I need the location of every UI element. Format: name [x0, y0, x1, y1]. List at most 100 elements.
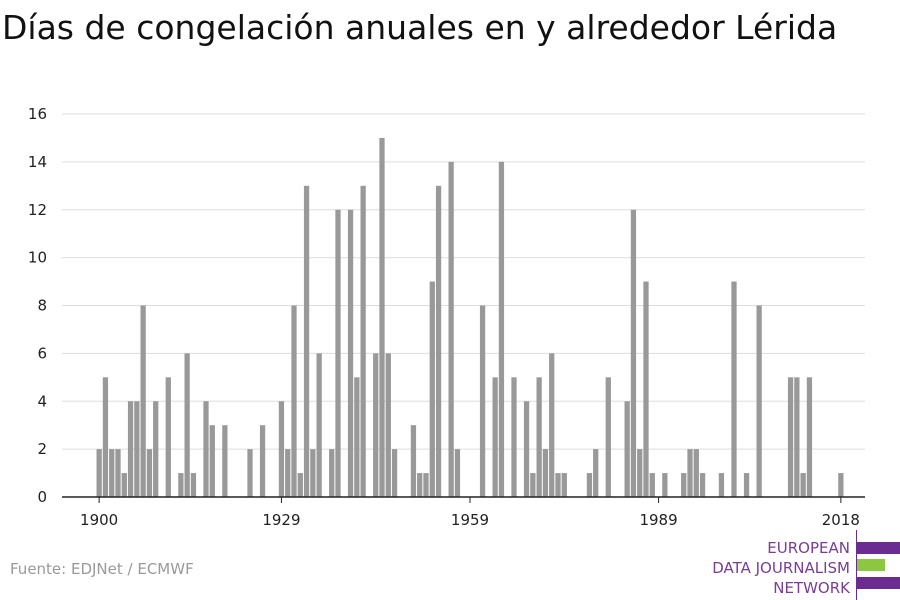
- tick-labels: 0 2 4 6 8 10 12 14 16 1900 1929 1959 1989 2018: [28, 105, 860, 529]
- logo-line-2: DATA JOURNALISM: [712, 559, 850, 577]
- bar-1952: [423, 473, 429, 497]
- logo-divider: [856, 530, 857, 600]
- bar-1953: [429, 281, 435, 497]
- bar-1917: [203, 401, 209, 497]
- bar-1986: [637, 449, 643, 497]
- bar-1945: [379, 137, 385, 497]
- bar-2018: [838, 473, 844, 497]
- bar-1937: [329, 449, 335, 497]
- chart-title: Días de congelación anuales en y alreded…: [2, 8, 838, 47]
- bar-1930: [285, 449, 291, 497]
- bar-1993: [681, 473, 687, 497]
- bar-1934: [310, 449, 316, 497]
- bar-1950: [410, 425, 417, 497]
- bar-1941: [354, 377, 360, 497]
- bar-1946: [385, 353, 391, 497]
- x-tick-label-1959: 1959: [451, 511, 489, 529]
- bar-2001: [731, 281, 737, 497]
- bar-1926: [259, 425, 266, 497]
- logo-text: EUROPEAN DATA JOURNALISM NETWORK: [712, 538, 850, 598]
- logo-line-1: EUROPEAN: [767, 539, 850, 557]
- bar-1964: [498, 161, 505, 497]
- bar-1944: [373, 353, 379, 497]
- bar-1940: [347, 209, 354, 497]
- bar-1969: [530, 473, 536, 497]
- y-tick-label-4: 4: [37, 392, 47, 410]
- bar-1924: [247, 449, 253, 497]
- x-tick-label-2018: 2018: [822, 511, 860, 529]
- bar-1987: [643, 281, 649, 497]
- bars: [96, 137, 844, 497]
- bar-1985: [630, 209, 637, 497]
- y-tick-label-2: 2: [37, 440, 47, 458]
- bar-1914: [184, 353, 190, 497]
- y-tick-label-0: 0: [37, 488, 47, 506]
- bar-2003: [743, 473, 750, 497]
- bar-1951: [417, 473, 423, 497]
- bar-1935: [316, 353, 322, 497]
- y-tick-label-10: 10: [28, 249, 47, 267]
- bar-1938: [335, 209, 341, 497]
- bar-1984: [624, 401, 630, 497]
- bar-1902: [109, 449, 115, 497]
- bar-1901: [102, 377, 109, 497]
- bar-1911: [165, 377, 171, 497]
- bar-1918: [209, 425, 215, 497]
- bar-1966: [511, 377, 517, 497]
- bar-1956: [448, 161, 454, 497]
- y-tick-label-16: 16: [28, 105, 47, 123]
- bar-1957: [454, 449, 461, 497]
- bar-2012: [800, 473, 806, 497]
- bar-1913: [178, 473, 184, 497]
- y-tick-label-14: 14: [28, 153, 47, 171]
- bar-1994: [687, 449, 693, 497]
- logo-line-3: NETWORK: [773, 579, 850, 597]
- bar-1974: [561, 473, 567, 497]
- x-tick-label-1929: 1929: [262, 511, 300, 529]
- bar-1981: [605, 377, 611, 497]
- bar-1909: [153, 401, 159, 497]
- x-tick-label-1900: 1900: [80, 511, 118, 529]
- logo-bar-purple-top: [857, 542, 900, 554]
- bar-2005: [756, 305, 762, 497]
- bar-1904: [121, 473, 127, 497]
- bar-1906: [134, 401, 140, 497]
- bar-1929: [278, 401, 285, 497]
- bar-1968: [523, 401, 530, 497]
- bar-1920: [222, 425, 228, 497]
- bar-1973: [555, 473, 561, 497]
- y-tick-label-12: 12: [28, 201, 47, 219]
- bar-1972: [549, 353, 555, 497]
- axes: [62, 496, 865, 503]
- bar-1907: [140, 305, 146, 497]
- bar-1995: [693, 449, 699, 497]
- bar-1979: [593, 449, 599, 497]
- bar-1900: [96, 449, 102, 497]
- bar-1971: [542, 449, 549, 497]
- bar-1970: [536, 377, 542, 497]
- bar-1931: [291, 305, 297, 497]
- bar-2011: [794, 377, 800, 497]
- bar-1999: [718, 473, 725, 497]
- bar-1942: [360, 185, 366, 497]
- source-note: Fuente: EDJNet / ECMWF: [10, 560, 194, 578]
- bar-1963: [492, 377, 498, 497]
- bar-1954: [435, 185, 442, 497]
- gridlines: [62, 113, 865, 450]
- y-tick-label-8: 8: [37, 297, 47, 315]
- bar-1915: [190, 473, 197, 497]
- bar-2010: [787, 377, 794, 497]
- bar-1961: [479, 305, 486, 497]
- y-tick-label-6: 6: [37, 344, 47, 362]
- bar-1908: [146, 449, 153, 497]
- bar-1988: [649, 473, 655, 497]
- logo-bar-purple-bottom: [857, 577, 900, 589]
- bar-1905: [127, 401, 134, 497]
- bar-1932: [297, 473, 303, 497]
- bar-1996: [699, 473, 706, 497]
- logo-bar-green: [857, 559, 885, 571]
- x-tick-label-1989: 1989: [639, 511, 677, 529]
- bar-1990: [662, 473, 668, 497]
- edjnet-logo: EUROPEAN DATA JOURNALISM NETWORK: [690, 530, 900, 600]
